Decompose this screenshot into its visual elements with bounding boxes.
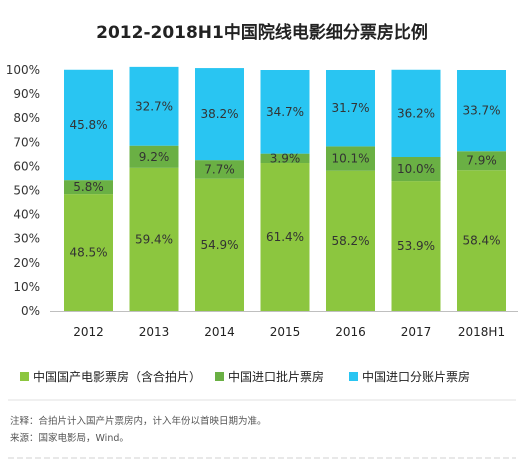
y-tick-label: 10% <box>13 280 40 294</box>
legend-swatch <box>215 372 224 381</box>
bar-segment <box>391 69 441 158</box>
y-tick-label: 70% <box>13 135 40 149</box>
x-tick-label: 2017 <box>401 325 432 339</box>
data-label: 58.2% <box>331 234 369 248</box>
data-label: 3.9% <box>270 151 301 165</box>
bar-segment <box>260 153 310 164</box>
bar-segment <box>129 145 179 168</box>
x-tick-label: 2014 <box>204 325 235 339</box>
chart-title: 2012-2018H1中国院线电影细分票房比例 <box>96 22 428 43</box>
bar-segment <box>195 160 244 179</box>
y-tick-label: 50% <box>13 184 40 198</box>
bar-segment <box>326 70 375 147</box>
bar-segment <box>64 180 113 195</box>
data-label: 10.0% <box>397 162 435 176</box>
legend-label: 中国国产电影票房（含合拍片） <box>33 369 201 384</box>
bars: 48.5% 5.8% 45.8% 59.4% 9.2% 32.7% 54.9% 7.7% 38.… <box>64 66 506 311</box>
bar-segment <box>64 194 113 311</box>
data-label: 7.7% <box>204 162 235 176</box>
y-tick-label: 0% <box>21 304 40 318</box>
x-tick-label: 2012 <box>73 325 104 339</box>
chart-note: 注释：合拍片计入国产片票房内，计入年份以首映日期为准。 <box>10 415 267 427</box>
data-label: 36.2% <box>397 106 435 120</box>
bar-segment <box>260 70 310 154</box>
y-axis: 0% 10% 20% 30% 40% 50% 60% 70% 80% 90% 100% <box>6 63 40 318</box>
data-label: 54.9% <box>200 238 238 252</box>
y-tick-label: 90% <box>13 87 40 101</box>
data-label: 10.1% <box>331 152 369 166</box>
bar-segment <box>457 70 506 152</box>
y-tick-label: 40% <box>13 208 40 222</box>
data-label: 9.2% <box>139 150 170 164</box>
legend-label: 中国进口分账片票房 <box>362 369 470 384</box>
legend: 中国国产电影票房（含合拍片） 中国进口批片票房 中国进口分账片票房 <box>20 369 470 384</box>
y-tick-label: 60% <box>13 159 40 173</box>
data-label: 45.8% <box>69 118 107 132</box>
data-label: 38.2% <box>200 107 238 121</box>
x-tick-label: 2013 <box>139 325 170 339</box>
bar-segment <box>326 146 375 171</box>
y-tick-label: 30% <box>13 232 40 246</box>
data-label: 5.8% <box>73 180 104 194</box>
chart-source: 来源：国家电影局，Wind。 <box>10 432 129 444</box>
x-tick-label: 2015 <box>270 325 301 339</box>
data-label: 31.7% <box>331 101 369 115</box>
y-tick-label: 100% <box>6 63 40 77</box>
data-label: 32.7% <box>135 99 173 113</box>
data-label: 34.7% <box>266 105 304 119</box>
x-tick-label: 2016 <box>335 325 366 339</box>
data-label: 58.4% <box>462 234 500 248</box>
y-tick-label: 20% <box>13 256 40 270</box>
x-axis: 2012 2013 2014 2015 2016 2017 2018H1 <box>50 311 518 339</box>
bar-segment <box>326 170 375 311</box>
bar-segment <box>64 69 113 181</box>
bar-segment <box>457 151 506 171</box>
bar-segment <box>457 170 506 311</box>
bar-segment <box>129 66 179 146</box>
legend-label: 中国进口批片票房 <box>228 369 324 384</box>
bar-segment <box>195 68 244 161</box>
data-label: 33.7% <box>462 104 500 118</box>
y-tick-label: 80% <box>13 111 40 125</box>
data-label: 7.9% <box>466 154 497 168</box>
data-label: 59.4% <box>135 232 173 246</box>
legend-swatch <box>349 372 358 381</box>
data-label: 48.5% <box>69 246 107 260</box>
legend-swatch <box>20 372 29 381</box>
bar-segment <box>195 178 244 311</box>
bar-segment <box>391 157 441 182</box>
x-tick-label: 2018H1 <box>458 325 505 339</box>
data-label: 53.9% <box>397 239 435 253</box>
bar-segment <box>129 167 179 311</box>
bar-segment <box>391 181 441 311</box>
bar-segment <box>260 163 310 311</box>
data-label: 61.4% <box>266 230 304 244</box>
